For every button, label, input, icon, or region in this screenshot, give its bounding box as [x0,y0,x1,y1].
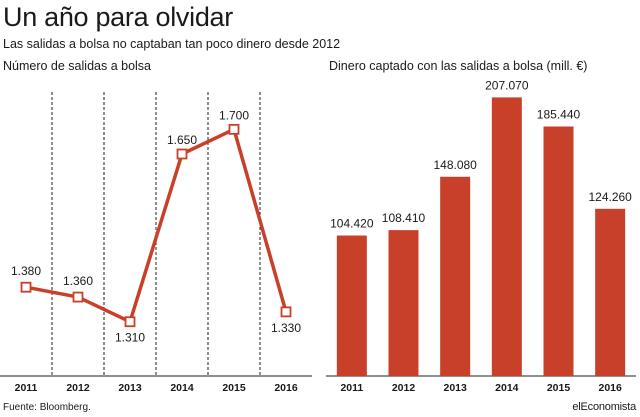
brand-logo: elEconomista [572,401,636,413]
bar [336,235,367,376]
page-subtitle: Las salidas a bolsa no captaban tan poco… [3,37,341,51]
source-note: Fuente: Bloomberg. [3,402,91,413]
line-point [228,123,240,135]
line-point [20,281,32,293]
bar-value-label: 148.080 [433,158,477,172]
bar-x-tick-label: 2012 [392,382,416,394]
bar [491,97,522,376]
line-x-tick-label: 2014 [170,382,194,394]
bar-value-label: 104.420 [330,217,374,231]
bar [388,230,419,376]
line-series [25,127,288,324]
line-x-tick-label: 2012 [66,382,90,394]
line-x-tick-label: 2015 [222,382,246,394]
line-value-label: 1.700 [219,108,249,122]
line-x-tick-label: 2011 [15,382,38,394]
bar-x-tick-label: 2014 [495,382,519,394]
bar-value-label: 108.410 [382,211,426,225]
line-point [72,291,84,303]
line-chart-title: Número de salidas a bolsa [3,59,151,73]
line-value-label: 1.380 [11,264,41,278]
line-x-tick-label: 2013 [118,382,142,394]
line-point [280,306,292,318]
bar-x-tick-label: 2011 [340,382,363,394]
line-value-label: 1.360 [63,274,93,288]
line-value-label: 1.330 [271,321,301,335]
line-point [124,316,136,328]
bar-value-label: 124.260 [588,190,632,204]
bar [595,208,626,376]
bar-x-tick-label: 2016 [598,382,622,394]
bar-value-label: 207.070 [485,78,529,92]
bar [543,126,574,377]
bar-x-tick-label: 2013 [443,382,467,394]
bar-value-label: 185.440 [537,107,581,121]
bar-chart-title: Dinero captado con las salidas a bolsa (… [329,59,588,73]
bar [440,176,471,376]
bar-x-tick-label: 2015 [547,382,571,394]
page-title: Un año para olvidar [3,2,233,32]
line-point [176,148,188,160]
line-x-tick-label: 2016 [274,382,298,394]
line-value-label: 1.650 [167,133,197,147]
line-value-label: 1.310 [115,331,145,345]
